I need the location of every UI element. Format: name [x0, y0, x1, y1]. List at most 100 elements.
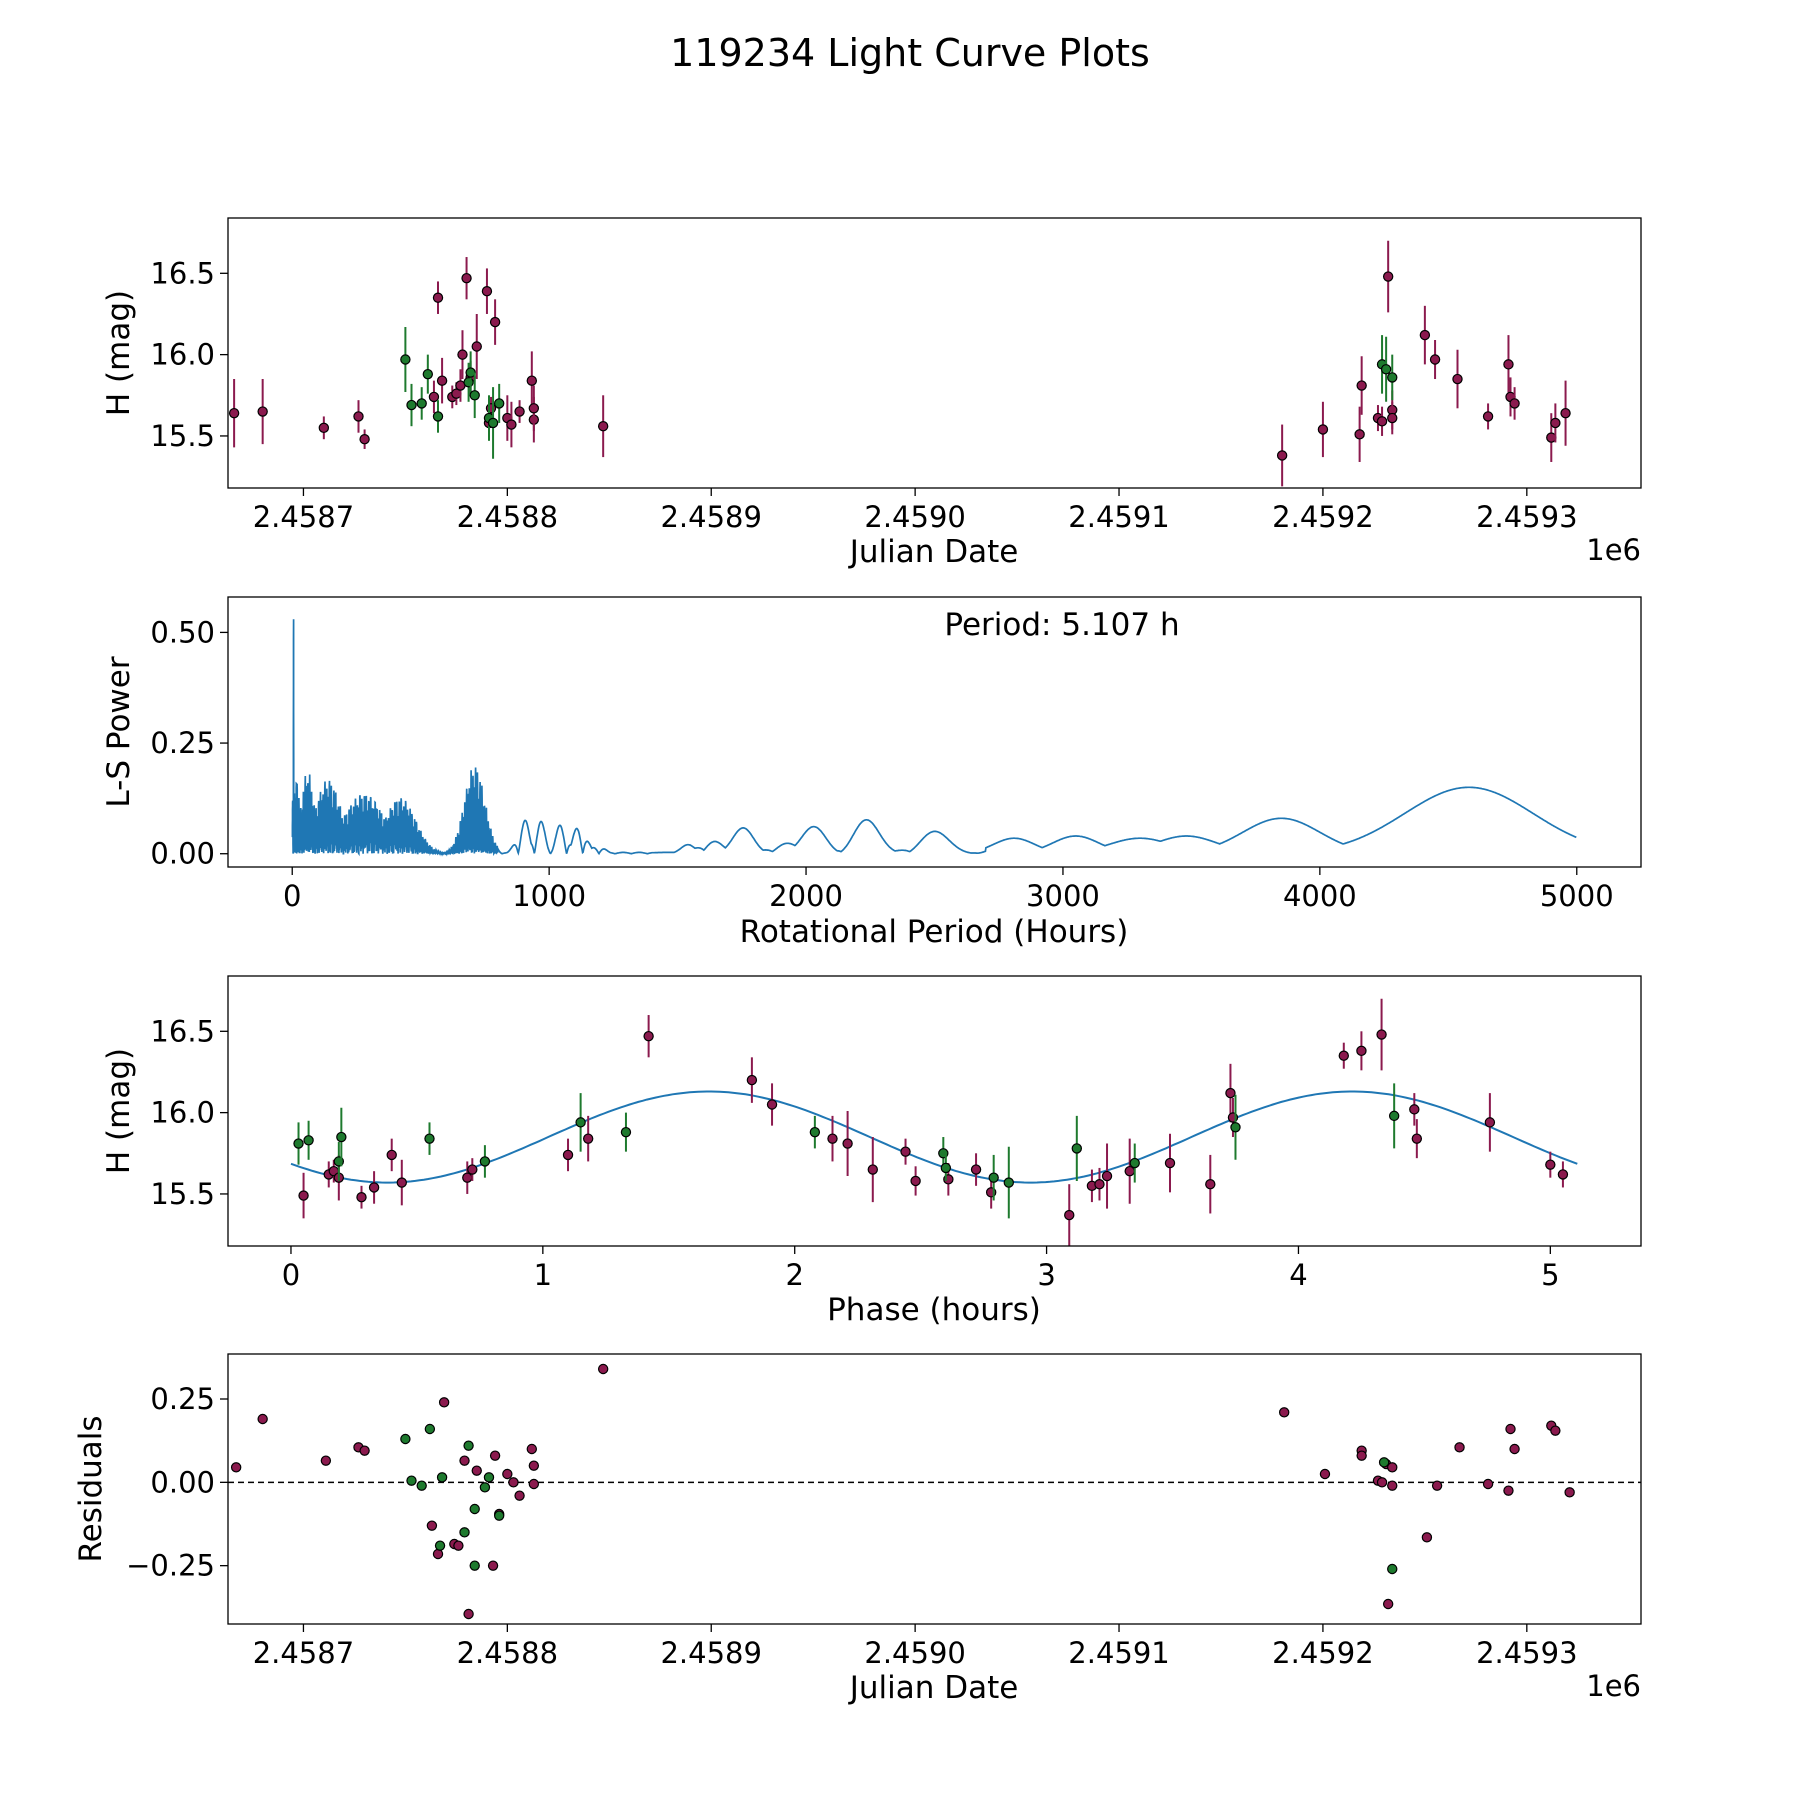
data-point-r	[1338, 1050, 1349, 1061]
data-point-g	[1387, 372, 1398, 383]
y-tick-label: 0.00	[150, 1465, 215, 1499]
x-tick-label: 2.4588	[457, 1636, 558, 1670]
residual-point-g	[469, 1503, 480, 1515]
data-point-r	[428, 391, 440, 403]
data-point-g	[1129, 1157, 1140, 1169]
y-tick-label: 16.5	[150, 1014, 215, 1048]
data-point-r	[766, 1099, 778, 1110]
residual-point-g	[459, 1527, 470, 1538]
data-point-g	[416, 398, 427, 409]
figure-title: 119234 Light Curve Plots	[670, 31, 1150, 75]
residual-point-r	[1387, 1480, 1398, 1491]
residual-point-r	[1482, 1478, 1494, 1490]
data-point-r	[228, 407, 240, 419]
x-tick-label: 4	[1289, 1258, 1307, 1292]
x-tick-label: 2.4591	[1068, 500, 1169, 534]
period-annotation: Period: 5.107 h	[944, 607, 1179, 643]
y-tick-label: 0.50	[150, 615, 215, 649]
x-tick-label: 2	[785, 1258, 803, 1292]
residual-point-r	[1387, 1462, 1398, 1473]
periodogram-panel: 0 1000 2000 3000 4000 5000 0.00 0.25 0.50 Period…	[101, 596, 1642, 950]
residual-point-g	[1378, 1457, 1390, 1468]
lightcurve-ticks: 2.4587 2.4588 2.4589 2.4590 2.4591 2.4592 2.45…	[150, 256, 1577, 534]
periodogram-ticks: 0 1000 2000 3000 4000 5000 0.00 0.25 0.50	[150, 615, 1613, 913]
data-point-g	[1388, 1110, 1400, 1122]
x-tick-label: 2.4588	[457, 500, 558, 534]
phased-xlabel: Phase (hours)	[827, 1292, 1041, 1328]
lightcurve-plot-area	[228, 240, 1571, 487]
data-point-r	[970, 1164, 982, 1175]
data-point-r	[467, 1164, 478, 1175]
x-tick-label: 1000	[512, 879, 586, 913]
residual-point-g	[493, 1510, 505, 1521]
data-point-g	[400, 354, 411, 365]
residual-point-g	[400, 1433, 411, 1445]
residual-point-r	[1319, 1468, 1331, 1480]
x-tick-label: 2.4592	[1272, 1636, 1373, 1670]
residual-point-r	[502, 1468, 513, 1480]
residuals-ylabel: Residuals	[73, 1415, 109, 1562]
residual-point-r	[528, 1460, 540, 1471]
data-point-r	[514, 406, 525, 417]
data-point-r	[842, 1138, 853, 1149]
data-point-g	[1003, 1177, 1015, 1188]
data-point-r	[457, 349, 468, 360]
residual-point-r	[1278, 1407, 1290, 1418]
periodogram-line	[291, 619, 1577, 857]
data-point-r	[1124, 1165, 1135, 1177]
residual-point-g	[406, 1475, 417, 1486]
data-point-r	[1557, 1169, 1569, 1180]
y-tick-label: 16.5	[150, 256, 215, 290]
data-point-r	[462, 1172, 473, 1183]
model-curve	[290, 1090, 1578, 1184]
data-point-r	[910, 1175, 921, 1187]
phased-panel: 0 1 2 3 4 5 15.5 16.0 16.5 Phase (hours) H (mag)	[101, 975, 1642, 1328]
phased-ylabel: H (mag)	[101, 1048, 137, 1174]
x-tick-label: 0	[282, 1258, 300, 1292]
residual-point-r	[508, 1477, 519, 1488]
data-point-g	[303, 1135, 314, 1146]
data-point-g	[1071, 1143, 1083, 1154]
residual-point-g	[479, 1482, 491, 1493]
residual-point-g	[463, 1440, 474, 1451]
x-tick-label: 2.4587	[253, 1636, 354, 1670]
data-point-r	[1354, 429, 1365, 440]
data-point-g	[293, 1138, 304, 1149]
x-tick-label: 2.4593	[1476, 500, 1577, 534]
data-point-g	[469, 390, 480, 401]
data-point-r	[1452, 373, 1463, 385]
data-point-r	[827, 1133, 838, 1144]
lightcurve-x-offset: 1e6	[1586, 533, 1641, 567]
residual-point-g	[436, 1472, 448, 1483]
residual-point-r	[1509, 1443, 1520, 1455]
residual-point-r	[1454, 1442, 1465, 1453]
lightcurve-ylabel: H (mag)	[101, 290, 137, 416]
data-point-r	[1429, 354, 1441, 365]
residual-point-r	[1376, 1477, 1388, 1488]
lightcurve-panel: 2.4587 2.4588 2.4589 2.4590 2.4591 2.4592 2.45…	[101, 217, 1642, 570]
periodogram-plot-area	[291, 619, 1577, 857]
residual-point-r	[459, 1455, 470, 1466]
data-point-r	[746, 1074, 758, 1086]
data-point-g	[422, 368, 434, 380]
residual-point-g	[434, 1540, 446, 1551]
y-tick-label: 0.25	[150, 1382, 215, 1416]
residual-point-r	[1431, 1480, 1443, 1491]
data-point-r	[1409, 1104, 1420, 1115]
data-point-r	[481, 285, 493, 297]
data-point-r	[489, 316, 501, 328]
data-point-r	[368, 1182, 380, 1193]
data-point-r	[1276, 450, 1288, 461]
data-point-r	[506, 419, 517, 430]
data-point-r	[1356, 380, 1367, 391]
data-point-r	[900, 1146, 911, 1157]
data-point-r	[1317, 424, 1329, 435]
residual-point-r	[514, 1490, 525, 1501]
data-point-r	[1164, 1157, 1176, 1169]
residual-point-g	[469, 1560, 480, 1571]
data-point-r	[1225, 1087, 1236, 1099]
periodogram-ylabel: L-S Power	[101, 656, 137, 807]
data-point-g	[336, 1131, 347, 1143]
data-point-g	[988, 1172, 999, 1183]
data-point-r	[1484, 1117, 1496, 1128]
